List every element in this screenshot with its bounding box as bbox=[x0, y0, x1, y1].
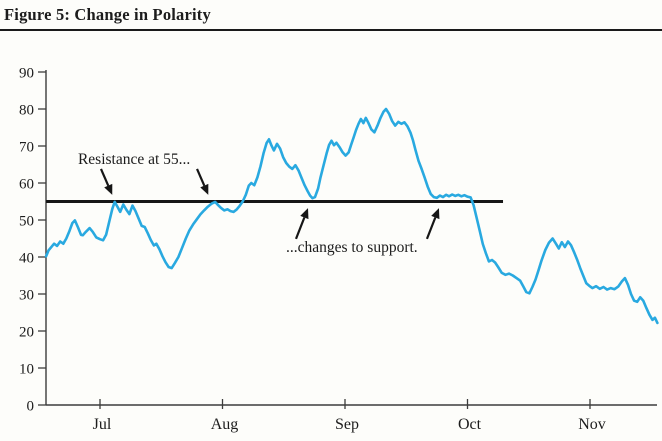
arrow-2-shaft bbox=[196, 168, 206, 187]
arrow-1-head bbox=[104, 183, 113, 195]
y-tick-label-30: 30 bbox=[19, 288, 34, 304]
annotation-resistance: Resistance at 55... bbox=[77, 151, 191, 169]
price-line bbox=[44, 107, 659, 325]
arrow-4-shaft bbox=[425, 217, 437, 240]
y-tick-label-80: 80 bbox=[19, 103, 34, 119]
x-tick-label-sep: Sep bbox=[335, 416, 359, 433]
y-tick-label-50: 50 bbox=[19, 214, 34, 230]
arrow-3-shaft bbox=[294, 217, 306, 240]
y-tick-label-10: 10 bbox=[19, 362, 34, 378]
x-tick-label-oct: Oct bbox=[458, 416, 482, 433]
title-rule bbox=[0, 29, 662, 31]
annotation-support: ...changes to support. bbox=[285, 238, 418, 256]
arrow-2-head bbox=[200, 183, 209, 195]
arrow-1-shaft bbox=[99, 168, 110, 187]
x-tick-label-aug: Aug bbox=[211, 416, 239, 433]
x-tick-label-jul: Jul bbox=[93, 416, 112, 433]
y-tick-label-20: 20 bbox=[19, 325, 34, 341]
y-tick-label-0: 0 bbox=[27, 399, 35, 415]
arrow-4-head bbox=[431, 208, 440, 220]
y-tick-label-40: 40 bbox=[19, 251, 34, 267]
y-tick-label-90: 90 bbox=[19, 66, 34, 82]
y-tick-label-60: 60 bbox=[19, 177, 34, 193]
arrow-3-head bbox=[300, 208, 309, 220]
x-tick-label-nov: Nov bbox=[578, 416, 606, 433]
y-tick-label-70: 70 bbox=[19, 140, 34, 156]
figure-title: Figure 5: Change in Polarity bbox=[4, 5, 211, 24]
